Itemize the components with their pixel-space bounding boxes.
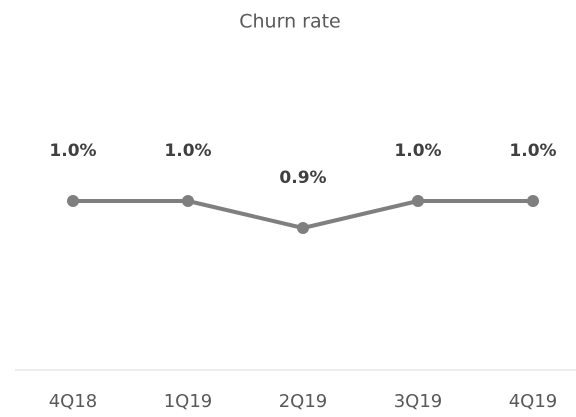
point <box>182 195 194 207</box>
data-label: 1.0% <box>49 141 96 161</box>
point <box>527 195 539 207</box>
data-label: 1.0% <box>394 141 441 161</box>
point <box>412 195 424 207</box>
x-tick-label: 4Q19 <box>509 391 558 412</box>
data-label: 1.0% <box>164 141 211 161</box>
x-tick-label: 2Q19 <box>279 391 328 412</box>
point <box>297 222 309 234</box>
data-label: 1.0% <box>509 141 556 161</box>
x-tick-label: 1Q19 <box>164 391 213 412</box>
chart-title: Churn rate <box>239 11 341 33</box>
point <box>67 195 79 207</box>
data-label: 0.9% <box>279 168 326 188</box>
x-tick-label: 4Q18 <box>49 391 98 412</box>
x-tick-label: 3Q19 <box>394 391 443 412</box>
